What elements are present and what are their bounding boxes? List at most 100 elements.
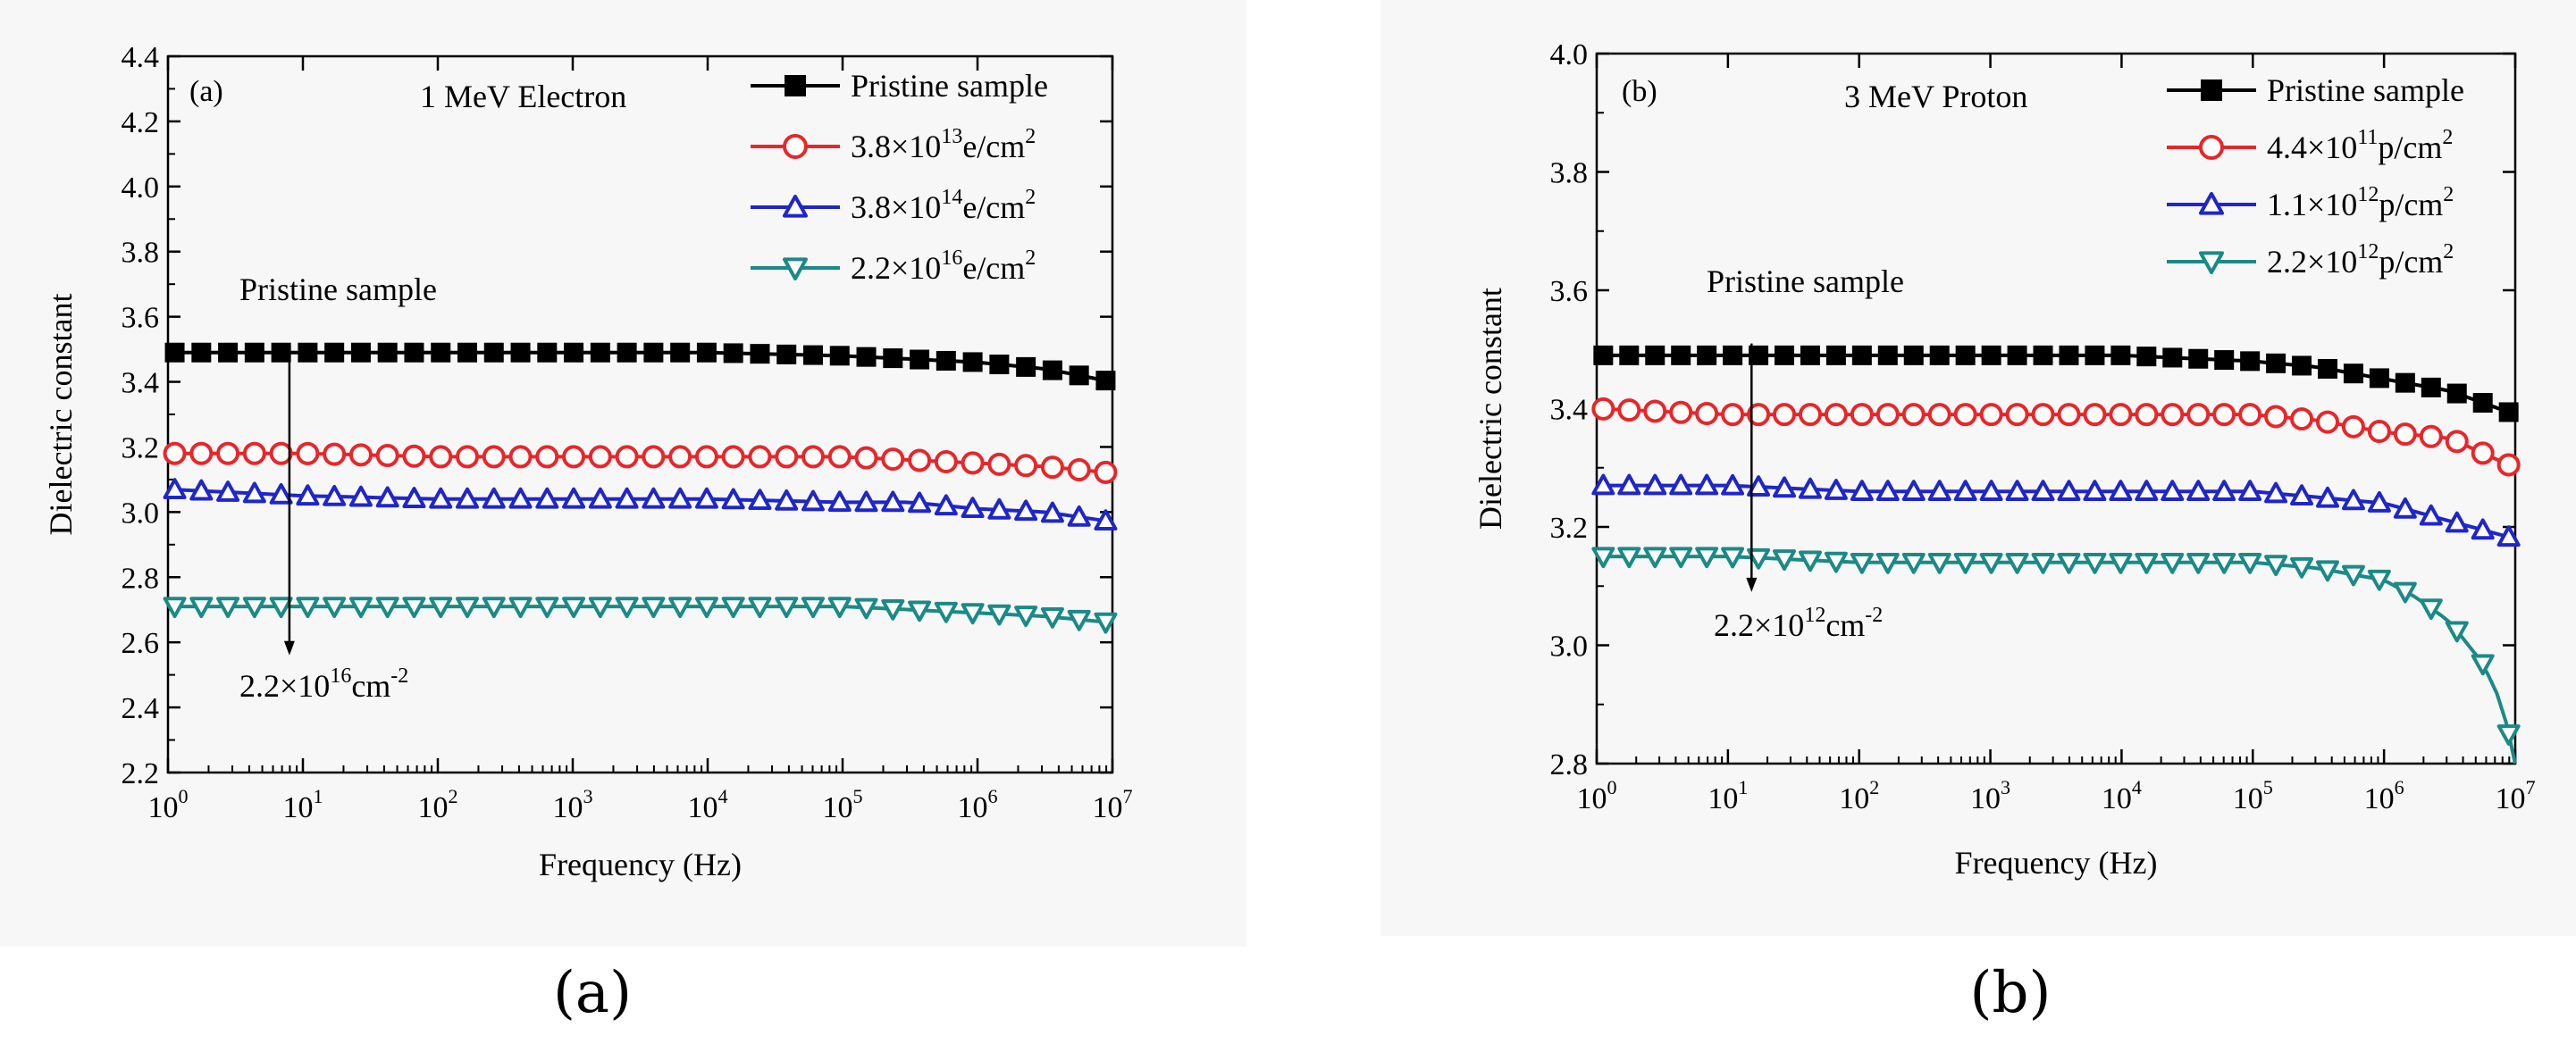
panel-b-y-tick-label: 2.8	[1550, 748, 1589, 781]
panel-a-series-marker	[1014, 606, 1038, 627]
panel-a-series-marker	[934, 449, 958, 473]
panel-a-series-marker	[1040, 455, 1064, 480]
panel-b-series-marker	[2161, 480, 2185, 502]
panel-b-series-marker	[2292, 355, 2312, 376]
panel-a-legend-mantissa: 3.8×10	[851, 129, 941, 164]
panel-b-series-marker	[1721, 403, 1745, 427]
panel-b-series-marker	[2083, 480, 2107, 502]
panel-b-series-marker	[1824, 551, 1848, 573]
panel-a-series-marker	[457, 342, 478, 363]
panel-a-legend-exponent: 13	[941, 125, 962, 148]
panel-b-y-tick-label: 3.6	[1550, 275, 1589, 308]
panel-b-legend-entry: 4.4×1011p/cm2	[2167, 126, 2453, 165]
panel-b-series-marker	[2445, 430, 2469, 454]
panel-a-series-marker	[615, 487, 639, 509]
panel-b-annotation-exponent: 12	[1804, 604, 1825, 627]
panel-b-series-marker	[2317, 358, 2337, 379]
panel-a-series-marker	[962, 352, 983, 372]
panel-a-legend-entry: Pristine sample	[751, 68, 1048, 104]
panel-a-series-marker	[854, 490, 878, 513]
panel-b-series-marker	[1798, 550, 1822, 572]
panel-b-series-marker	[2057, 552, 2081, 574]
panel-a-series-marker	[535, 597, 559, 619]
panel-b-series-marker	[2031, 403, 2055, 427]
panel-b-x-tick-base: 10	[2102, 782, 2132, 815]
panel-b-series-marker	[1903, 345, 1924, 365]
panel-b-x-tick-label: 102	[1839, 776, 1879, 815]
panel-a-x-tick-base: 10	[552, 791, 583, 824]
panel-a-legend-unit: e/cm	[962, 189, 1025, 225]
panel-a-series-marker	[482, 487, 506, 509]
panel-b-series-marker	[2264, 555, 2288, 577]
panel-b-legend-entry: 2.2×1012p/cm2	[2167, 240, 2454, 280]
panel-a-series-0	[164, 342, 1116, 391]
panel-b-series-marker	[1695, 547, 1719, 569]
panel-a-x-tick-exponent: 4	[717, 785, 727, 807]
panel-a-series-marker	[775, 489, 799, 511]
panel-b-legend-mantissa: 4.4×10	[2267, 129, 2357, 165]
panel-a-series-marker	[375, 597, 399, 619]
panel-a-series-marker	[775, 597, 799, 619]
panel-a-series-marker	[801, 489, 825, 512]
panel-b-series-marker	[2005, 552, 2029, 574]
panel-b-series-marker	[1773, 476, 1797, 498]
panel-b-series-marker	[1723, 345, 1743, 365]
panel-a-series-marker	[296, 597, 320, 619]
panel-b-series-marker	[2212, 480, 2236, 502]
panel-a-series-marker	[829, 346, 850, 366]
panel-b-series-marker	[2341, 489, 2365, 511]
panel-a-series-marker	[350, 342, 371, 363]
panel-b-series-marker	[2266, 353, 2287, 373]
panel-b-series-marker	[2496, 453, 2521, 477]
panel-b-series-marker	[1617, 547, 1641, 569]
panel-a-series-marker	[908, 491, 932, 514]
panel-a-legend-label: 2.2×1016e/cm2	[851, 246, 1036, 286]
panel-a-legend-unit-exponent: 2	[1025, 125, 1036, 148]
panel-b-series-marker	[1773, 549, 1797, 571]
panel-a-series-marker	[562, 445, 586, 469]
panel-b-x-tick-base: 10	[1576, 782, 1607, 815]
panel-a-series-marker	[1069, 365, 1089, 386]
panel-a-series-marker	[989, 355, 1010, 375]
panel-b-legend-marker	[2199, 192, 2224, 215]
panel-b-series-marker	[2367, 491, 2391, 513]
panel-b-series-marker	[1851, 345, 1872, 365]
panel-a-series-marker	[668, 445, 692, 469]
panel-b-series-marker	[1747, 403, 1771, 427]
panel-a-legend-marker	[783, 195, 808, 218]
panel-a-series-marker	[482, 445, 506, 469]
panel-b-series-marker	[1695, 473, 1719, 496]
panel-a-y-axis-label: Dielectric constant	[43, 294, 79, 536]
panel-a-legend-marker	[783, 134, 808, 159]
panel-b-series-marker	[1798, 403, 1822, 427]
panel-a-series-marker	[456, 487, 480, 509]
panel-a-series-marker	[375, 486, 399, 508]
panel-b-series-marker	[1929, 345, 1950, 365]
panel-a-annotation-top: Pristine sample	[239, 272, 437, 307]
panel-b-x-tick-exponent: 5	[2263, 776, 2273, 798]
panel-a-x-axis-label: Frequency (Hz)	[539, 847, 742, 882]
panel-a-series-marker	[298, 342, 318, 363]
panel-a-legend-entry: 3.8×1014e/cm2	[751, 186, 1036, 225]
panel-b-series-marker	[2240, 351, 2261, 372]
panel-a-series-marker	[535, 487, 559, 509]
panel-a-legend-label: Pristine sample	[851, 68, 1048, 104]
panel-a-panel-label: (a)	[189, 75, 223, 108]
panel-b-series-marker	[1643, 473, 1667, 496]
panel-b-series-marker	[1775, 345, 1795, 365]
panel-a-x-tick-label: 100	[147, 785, 188, 824]
panel-a-series-marker	[1067, 609, 1091, 631]
panel-b-series-marker	[1850, 552, 1874, 574]
panel-a-series-marker	[218, 342, 239, 363]
panel-a-series-marker	[1094, 460, 1118, 484]
panel-a-series-marker	[324, 342, 345, 363]
panel-a-series-marker	[189, 479, 214, 501]
panel-a-series-marker	[348, 485, 373, 507]
panel-b-series-marker	[2315, 560, 2339, 582]
panel-b-series-line	[1597, 483, 2516, 541]
panel-b-series-marker	[1979, 480, 2003, 502]
panel-a-legend-mantissa: 3.8×10	[851, 189, 941, 225]
panel-b-legend-exponent: 12	[2357, 240, 2379, 263]
panel-b-series-marker	[2212, 552, 2236, 574]
